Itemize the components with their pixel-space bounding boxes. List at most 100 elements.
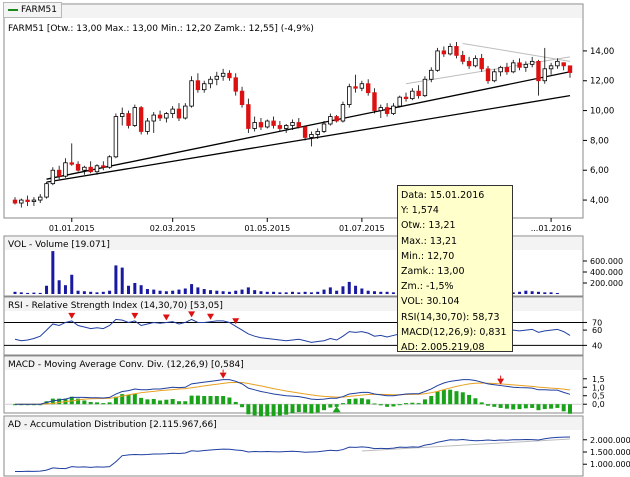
volume-bar — [303, 291, 307, 294]
candle-body — [567, 65, 573, 73]
candle-body — [340, 104, 346, 122]
volume-bar — [171, 290, 175, 294]
volume-bar — [518, 291, 522, 294]
macd-axis-label: 1,5 — [592, 375, 605, 384]
candle-body — [523, 63, 529, 68]
volume-bar — [120, 267, 124, 294]
volume-bar — [114, 265, 118, 294]
volume-bar — [309, 292, 313, 294]
candle-body — [113, 116, 119, 158]
candle-body — [138, 107, 144, 132]
tooltip-macd: MACD(12,26,9): 0,831 — [401, 326, 507, 338]
macd-histogram-bar — [315, 404, 320, 413]
ad-panel-header: AD - Accumulation Distribution [2.115.96… — [8, 420, 217, 430]
volume-bar — [221, 291, 225, 294]
macd-histogram-bar — [94, 402, 99, 405]
macd-histogram-bar — [233, 401, 238, 405]
candle-body — [94, 165, 100, 173]
macd-histogram-bar — [448, 389, 453, 405]
candle-body — [132, 107, 138, 126]
tooltip-rsi: RSI(14,30,70): 58,73 — [401, 311, 500, 323]
candle-body — [365, 83, 371, 94]
candle-body — [466, 60, 472, 67]
macd-histogram-bar — [486, 404, 491, 406]
volume-bar — [190, 284, 194, 294]
macd-histogram-bar — [568, 404, 572, 414]
price-trendline — [462, 42, 571, 62]
macd-histogram-bar — [202, 396, 207, 405]
volume-bar — [177, 289, 181, 294]
candle-body — [283, 125, 289, 129]
price-axis-label: 10,00 — [590, 107, 614, 117]
candle-body — [384, 107, 390, 114]
macd-histogram-bar — [397, 404, 402, 406]
macd-histogram-bar — [385, 404, 390, 407]
macd-histogram-bar — [296, 404, 301, 413]
macd-histogram-bar — [113, 396, 118, 405]
candle-body — [403, 96, 409, 100]
tooltip-volume: VOL: 30.104 — [401, 296, 460, 308]
volume-bar — [89, 291, 93, 294]
volume-axis-label: 400.000 — [590, 268, 623, 277]
x-axis-label: 01.01.2015 — [49, 224, 95, 233]
volume-bar — [391, 292, 395, 294]
macd-histogram-bar — [195, 395, 200, 405]
macd-histogram-bar — [391, 404, 396, 407]
volume-bar — [227, 291, 231, 294]
volume-bar — [511, 292, 515, 294]
candle-body — [378, 107, 383, 111]
volume-bar — [145, 289, 149, 294]
candle-body — [82, 166, 87, 171]
candle-body — [498, 66, 503, 73]
candle-body — [145, 120, 150, 132]
macd-histogram-bar — [107, 402, 112, 405]
candle-body — [151, 114, 156, 122]
x-axis-label: 02.03.2015 — [150, 224, 196, 233]
candle-body — [31, 199, 37, 202]
tooltip-y: Y: 1,574 — [401, 205, 439, 217]
volume-bar — [253, 290, 257, 294]
macd-axis-label: 1,0 — [592, 383, 605, 392]
x-axis-label: ...01.2016 — [531, 224, 572, 233]
macd-histogram-bar — [492, 404, 497, 407]
series-legend-label: FARM51 — [21, 5, 57, 15]
volume-bar — [108, 290, 112, 294]
candle-body — [290, 122, 295, 126]
series-legend-tab[interactable]: FARM51 — [3, 2, 62, 18]
candle-body — [410, 90, 415, 100]
candle-body — [334, 116, 339, 122]
candle-body — [63, 162, 68, 177]
candle-body — [202, 83, 207, 91]
price-trendline — [46, 95, 571, 183]
macd-histogram-bar — [271, 404, 276, 417]
price-axis-label: 6,00 — [590, 166, 609, 176]
candle-body — [25, 199, 30, 202]
candle-body — [183, 105, 188, 119]
macd-histogram-bar — [76, 398, 81, 405]
candle-body — [246, 104, 251, 129]
candle-body — [492, 71, 497, 82]
macd-histogram-bar — [208, 396, 213, 405]
macd-histogram-bar — [504, 404, 509, 409]
candle-body — [529, 60, 535, 65]
candle-body — [214, 75, 220, 80]
ad-trendline — [361, 438, 571, 452]
macd-histogram-bar — [176, 401, 181, 405]
candle-body — [101, 165, 106, 168]
tooltip-min: Min.: 12,70 — [401, 250, 455, 262]
macd-histogram-bar — [435, 391, 440, 405]
x-axis-label: 01.07.2015 — [339, 224, 385, 233]
macd-histogram-bar — [473, 398, 478, 405]
macd-histogram-bar — [88, 401, 93, 405]
volume-bar — [246, 287, 250, 294]
volume-bar — [347, 281, 351, 294]
price-axis-label: 14,00 — [590, 47, 614, 57]
volume-bar — [19, 292, 23, 294]
data-tooltip: Data: 15.01.2016 Y: 1,574 Otw.: 13,21 Ma… — [397, 185, 513, 353]
candle-body — [258, 122, 264, 128]
candle-body — [126, 113, 131, 126]
volume-bar — [234, 290, 238, 294]
macd-histogram-bar — [221, 396, 226, 405]
volume-bar — [335, 290, 339, 294]
candle-body — [460, 54, 465, 62]
